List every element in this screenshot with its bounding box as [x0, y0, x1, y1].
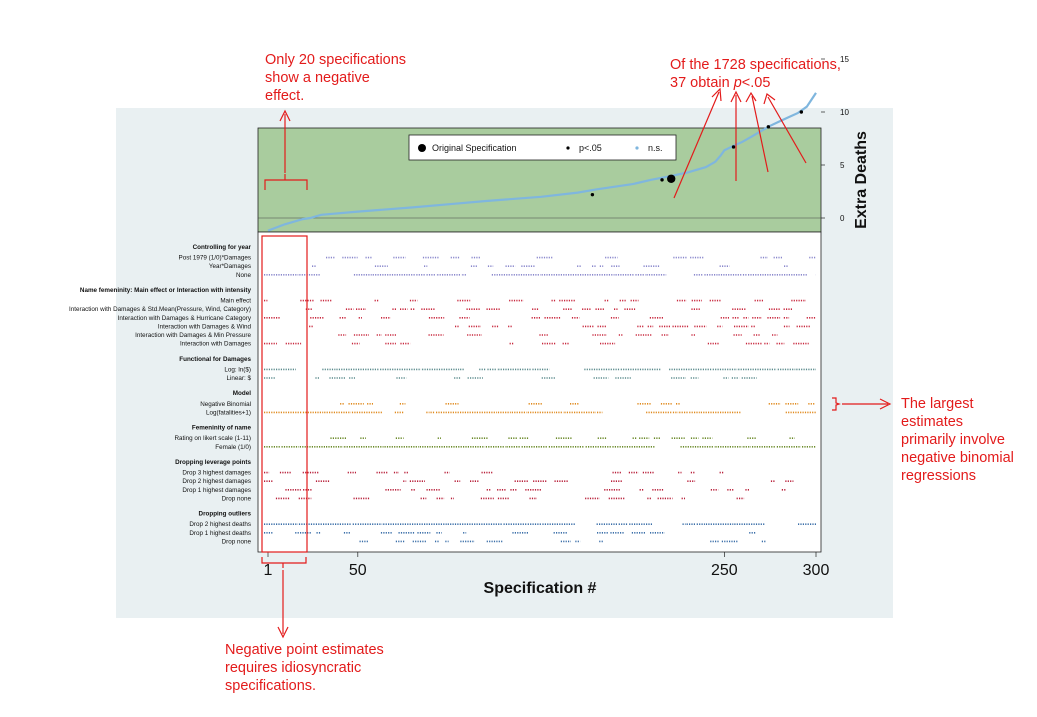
spec-row-label: Drop 1 highest deaths [189, 530, 251, 537]
spec-row-label: Interaction with Damages & Min Pressure [135, 332, 251, 339]
annotation-top-right-line1: Of the 1728 specifications, [670, 57, 841, 73]
model-brace [832, 397, 841, 411]
x-tick-label: 50 [349, 562, 367, 579]
spec-row-label: Negative Binomial [200, 401, 251, 408]
top-left-arrowhead [279, 109, 291, 122]
y-tick-label: 10 [840, 108, 849, 117]
x-tick-label: 250 [711, 562, 738, 579]
significant-point [660, 178, 664, 182]
arrowhead-4 [763, 93, 776, 105]
significant-point [590, 192, 595, 197]
annotation-right-line3: primarily involve [901, 432, 1005, 448]
arrow-to-original [673, 91, 720, 199]
annotation-bottom-line2: requires idiosyncratic [225, 660, 362, 676]
annotation-top-right-post: <.05 [741, 75, 771, 91]
y-axis-label: Extra Deaths [853, 131, 870, 229]
arrow-to-sig-3 [767, 96, 807, 164]
x-tick-label: 300 [803, 562, 830, 579]
spec-row-label: Interaction with Damages & Std.Mean(Pres… [69, 306, 251, 313]
x-axis-label: Specification # [484, 580, 597, 597]
arrowhead-1 [711, 87, 722, 102]
legend-marker-original [418, 144, 426, 152]
annotation-bottom: Negative point estimates requires idiosy… [225, 641, 384, 695]
spec-group-label: Femeninity of name [192, 425, 252, 432]
spec-group-label: Functional for Damages [179, 356, 251, 363]
spec-row-label: None [236, 272, 252, 279]
spec-row-label: Drop 1 highest damages [182, 487, 251, 494]
spec-group-label: Dropping outliers [199, 511, 252, 518]
spec-row-label: Log: ln($) [224, 366, 251, 373]
spec-row-label: Interaction with Damages [180, 341, 251, 348]
arrowhead-2 [730, 90, 742, 103]
spec-row-label: Drop 2 highest deaths [189, 521, 251, 528]
annotation-right-line5: regressions [901, 468, 976, 484]
annotation-top-left: Only 20 specifications show a negative e… [265, 51, 406, 105]
annotation-top-right: Of the 1728 specifications, 37 obtain p<… [670, 56, 841, 92]
legend-marker-ns [635, 146, 639, 150]
legend-label-ns: n.s. [648, 143, 663, 153]
legend-box [408, 134, 677, 161]
spec-row-label: Interaction with Damages & Wind [158, 323, 252, 330]
top-brace [264, 174, 308, 190]
y-tick-label: 5 [840, 161, 845, 170]
annotation-top-right-p: p [733, 75, 742, 91]
spec-row-label: Drop 3 highest damages [182, 470, 251, 477]
significant-point [766, 125, 771, 129]
annotation-right-line1: The largest [901, 396, 974, 412]
annotation-top-left-line3: effect. [265, 88, 305, 104]
annotation-right-line2: estimates [901, 414, 964, 430]
bottom-panel-bg [257, 231, 822, 553]
annotation-bottom-line3: specifications. [225, 678, 317, 694]
annotation-right-line4: negative binomial [901, 450, 1014, 466]
spec-row-label: Interaction with Damages & Hurricane Cat… [118, 315, 252, 322]
spec-row-label: Female (1/0) [215, 444, 251, 451]
annotation-right: The largest estimates primarily involve … [901, 395, 1014, 485]
spec-row-label: Linear: $ [226, 375, 251, 382]
original-specification-point [667, 174, 676, 183]
significant-point [731, 145, 736, 149]
spec-row-label: Main effect [220, 298, 251, 305]
spec-row-label: Drop none [222, 538, 252, 545]
arrow-to-sig-2 [751, 95, 769, 173]
spec-group-label: Controlling for year [193, 244, 252, 251]
bottom-arrowhead [277, 626, 289, 639]
annotation-top-right-pre: 37 obtain [670, 75, 734, 91]
spec-row-label: Post 1979 (1/0)*Damages [179, 255, 251, 262]
spec-row-label: Log(fatalities+1) [206, 409, 251, 416]
negative-box [261, 235, 308, 553]
spec-group-label: Model [233, 390, 251, 397]
spec-row-label: Rating on likert scale (1-11) [174, 435, 251, 442]
legend-label-original: Original Specification [432, 143, 517, 153]
annotation-top-right-line2: 37 obtain p<.05 [670, 74, 841, 92]
legend-label-p05: p<.05 [579, 143, 602, 153]
significant-point [799, 110, 804, 114]
right-arrowhead [879, 398, 892, 410]
y-tick-label: 0 [840, 214, 845, 223]
y-tick-label: 15 [840, 55, 849, 64]
x-tick-label: 1 [264, 562, 273, 579]
spec-group-label: Dropping leverage points [175, 459, 251, 466]
annotation-top-left-line1: Only 20 specifications [265, 52, 407, 68]
legend-marker-p05 [566, 146, 570, 150]
bottom-brace [261, 557, 307, 568]
annotation-bottom-line1: Negative point estimates [225, 642, 384, 658]
spec-row-label: Drop none [222, 495, 252, 502]
arrowhead-3 [745, 91, 757, 103]
spec-group-label: Name femeninity: Main effect or Interact… [80, 287, 252, 294]
spec-row-label: Year*Damages [209, 263, 251, 270]
estimate-curve [267, 92, 817, 232]
spec-row-label: Drop 2 highest damages [182, 478, 251, 485]
annotation-top-left-line2: show a negative [265, 70, 370, 86]
